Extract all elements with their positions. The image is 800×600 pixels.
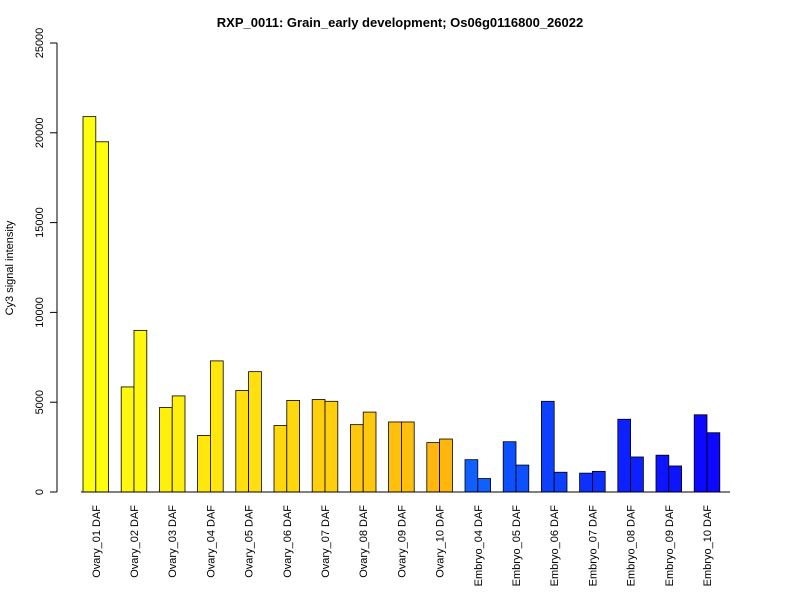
bar	[171, 395, 186, 493]
y-tick-label: 0	[34, 489, 46, 495]
bar	[235, 390, 250, 493]
x-category-label: Ovary_08 DAF	[358, 505, 370, 578]
bar	[95, 141, 110, 493]
bar	[592, 470, 606, 493]
y-tick-label: 15000	[34, 207, 46, 238]
bar	[630, 456, 644, 493]
y-axis-label: Cy3 signal intensity	[4, 220, 16, 315]
bar	[706, 432, 721, 493]
y-tick-label: 5000	[34, 390, 46, 414]
bar	[693, 414, 708, 493]
bar	[82, 116, 97, 493]
bar	[579, 472, 593, 493]
bar	[120, 386, 135, 493]
chart-title: RXP_0011: Grain_early development; Os06g…	[217, 15, 583, 30]
y-tick-label: 20000	[34, 118, 46, 149]
bar	[426, 442, 440, 493]
y-tick-label: 25000	[34, 28, 46, 59]
bar	[400, 421, 415, 493]
bar	[273, 425, 288, 493]
x-category-label: Ovary_07 DAF	[320, 505, 332, 578]
bar	[286, 399, 300, 493]
x-category-label: Ovary_05 DAF	[244, 505, 256, 578]
bar	[197, 435, 211, 493]
x-category-label: Embryo_07 DAF	[587, 505, 599, 587]
y-tick-label: 10000	[34, 297, 46, 328]
bar	[248, 371, 262, 493]
bar	[362, 411, 377, 493]
bar	[502, 441, 517, 493]
bar	[209, 360, 224, 493]
x-category-label: Embryo_09 DAF	[664, 505, 676, 587]
x-category-label: Ovary_03 DAF	[167, 505, 179, 578]
bar	[515, 464, 530, 493]
x-category-label: Ovary_06 DAF	[282, 505, 294, 578]
bar	[439, 438, 453, 493]
category-labels: Ovary_01 DAF Ovary_02 DAF Ovary_03 DAF Ovar…	[91, 505, 714, 587]
bar	[553, 471, 568, 493]
bar	[324, 400, 339, 493]
bar	[655, 454, 670, 493]
x-category-label: Embryo_04 DAF	[473, 505, 485, 587]
bar	[349, 424, 364, 493]
bar	[133, 329, 148, 493]
x-category-label: Embryo_05 DAF	[511, 505, 523, 587]
x-category-label: Ovary_09 DAF	[396, 505, 408, 578]
x-category-label: Ovary_02 DAF	[129, 505, 141, 578]
bar	[477, 478, 491, 493]
bar	[311, 399, 326, 493]
y-axis: 0 5000 10000 15000 20000 25000	[34, 28, 58, 495]
bars-group	[82, 116, 721, 493]
x-category-label: Embryo_06 DAF	[549, 505, 561, 587]
x-category-label: Embryo_10 DAF	[702, 505, 714, 587]
bar	[158, 407, 173, 493]
x-category-label: Ovary_01 DAF	[91, 505, 103, 578]
bar	[668, 465, 682, 493]
bar	[388, 421, 402, 493]
bar	[541, 400, 555, 493]
x-category-label: Embryo_08 DAF	[626, 505, 638, 587]
bar	[464, 459, 479, 493]
bar	[617, 418, 631, 493]
x-category-label: Ovary_04 DAF	[205, 505, 217, 578]
x-category-label: Ovary_10 DAF	[435, 505, 447, 578]
